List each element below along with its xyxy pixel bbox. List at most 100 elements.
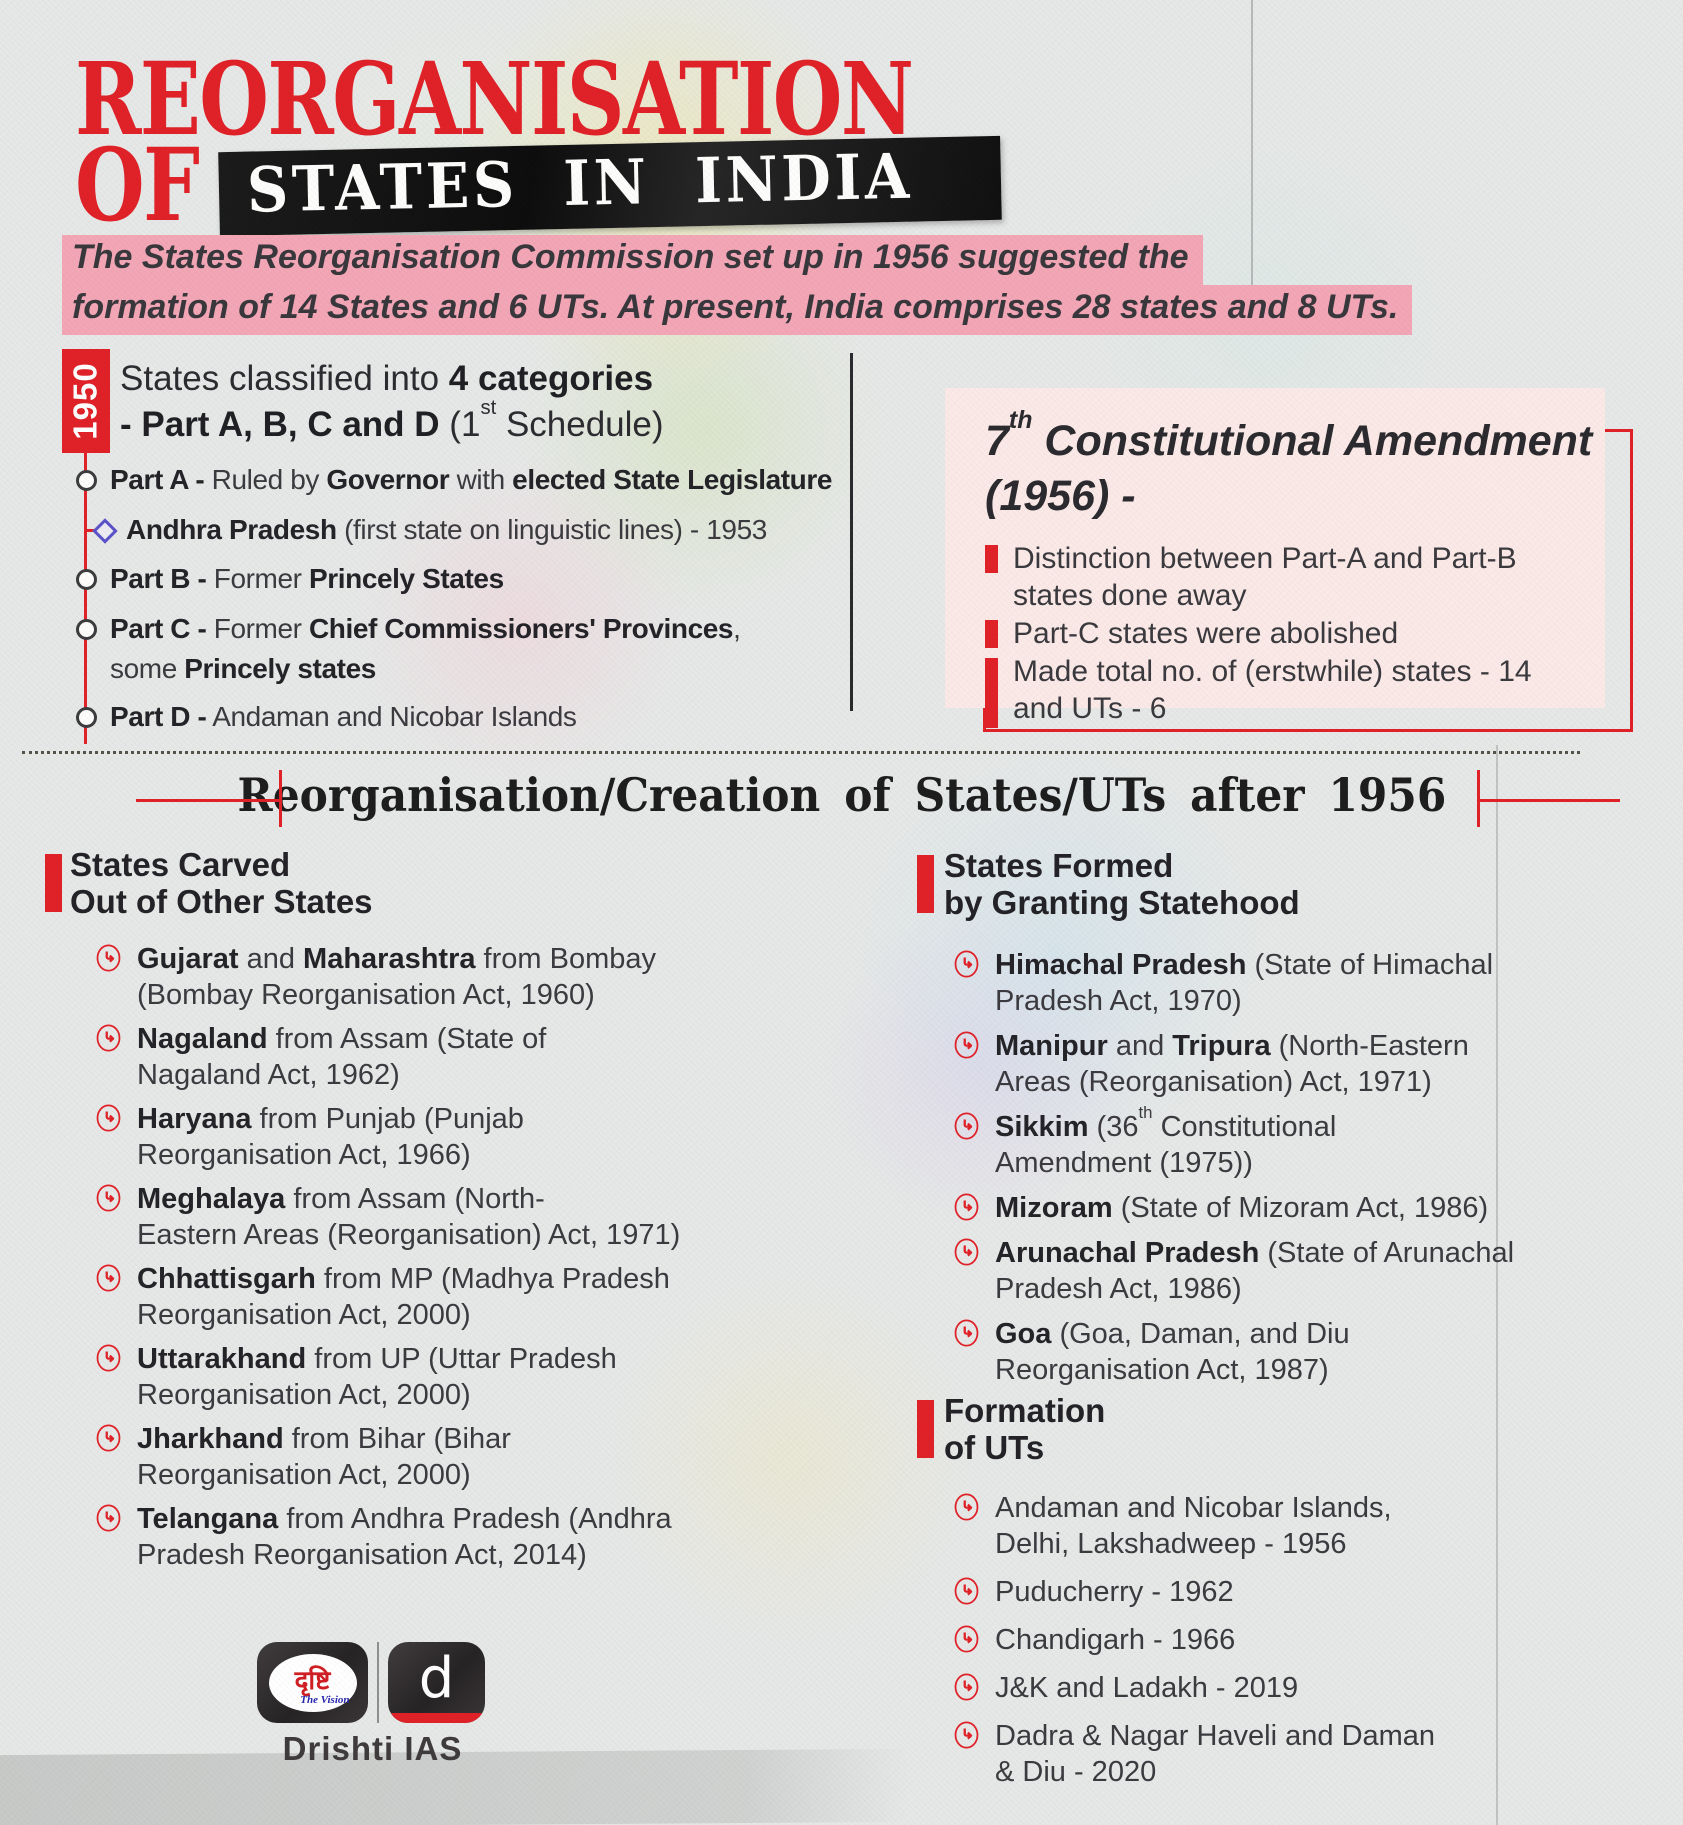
list-item: Part A - Ruled by Governor with elected … (70, 460, 850, 500)
logo-divider (377, 1642, 379, 1723)
granted-states-list: Himachal Pradesh (State of Himachal Prade… (954, 947, 1594, 1397)
amendment-title-line1: 7th Constitutional Amendment (985, 406, 1593, 465)
list-item: Arunachal Pradesh (State of Arunachal Pra… (954, 1235, 1594, 1307)
heading-decor-tick (1477, 770, 1480, 827)
circle-bullet-icon (76, 619, 97, 640)
curved-arrow-icon (954, 950, 979, 978)
list-item: Haryana from Punjab (Punjab Reorganisatio… (96, 1101, 736, 1173)
carved-states-header: States Carved Out of Other States (45, 846, 373, 920)
list-item: Dadra & Nagar Haveli and Daman & Diu - 20… (954, 1718, 1594, 1790)
list-item-text: Dadra & Nagar Haveli and Daman & Diu - 20… (995, 1720, 1436, 1788)
list-item: Jharkhand from Bihar (Bihar Reorganisatio… (96, 1421, 736, 1493)
paper-crease (1251, 0, 1253, 335)
drishti-d-letter: d (418, 1645, 455, 1711)
list-item-text: Made total no. of (erstwhile) states - 1… (1013, 655, 1532, 725)
year-1950-badge: 1950 (62, 349, 110, 453)
list-item-text: Arunachal Pradesh (State of Arunachal Pra… (995, 1237, 1515, 1305)
red-bar-icon (985, 620, 998, 648)
list-item-text: Puducherry - 1962 (995, 1576, 1234, 1608)
list-item: Chhattisgarh from MP (Madhya Pradesh Reor… (96, 1261, 736, 1333)
drishti-logo-ellipse: दृष्टि The Vision (268, 1653, 357, 1712)
carved-states-title: States Carved Out of Other States (70, 846, 373, 920)
era-heading-line2: - Part A, B, C and D (1st Schedule) (120, 397, 664, 444)
era-heading: States classified into 4 categories - Pa… (120, 356, 664, 448)
curved-arrow-icon (96, 1184, 121, 1212)
red-bar-icon (45, 854, 62, 912)
carved-title-line1: States Carved (70, 846, 291, 883)
poster-title-line1: REORGANISATION (75, 40, 914, 158)
curved-arrow-icon (96, 1504, 121, 1532)
heading-decor-line (136, 799, 280, 802)
list-item: Goa (Goa, Daman, and Diu Reorganisation A… (954, 1316, 1594, 1388)
list-item-text: Meghalaya from Assam (North- Eastern Area… (137, 1183, 681, 1251)
list-item: Meghalaya from Assam (North- Eastern Area… (96, 1181, 736, 1253)
paper-crease (1496, 745, 1498, 1825)
poster-title-line2: OF STATES IN INDIA (75, 126, 1002, 244)
list-item-text: Andhra Pradesh (first state on linguisti… (126, 514, 767, 545)
poster-title-of: OF (75, 126, 200, 244)
list-item-text: Part D - Andaman and Nicobar Islands (110, 701, 577, 732)
brand-name: Drishti IAS (282, 1730, 463, 1767)
timeline-line (84, 452, 87, 744)
list-item-text: Chandigarh - 1966 (995, 1624, 1236, 1656)
list-item: Distinction between Part-A and Part-B sta… (985, 540, 1605, 614)
list-item: Gujarat and Maharashtra from Bombay (Bomb… (96, 941, 736, 1013)
title-black-tape: STATES IN INDIA (218, 135, 1002, 236)
curved-arrow-icon (954, 1031, 979, 1059)
list-item-text: Part B - Former Princely States (110, 563, 504, 594)
list-item: Part B - Former Princely States (70, 559, 850, 599)
drishti-d-mark: d (388, 1642, 485, 1723)
curved-arrow-icon (96, 1024, 121, 1052)
granted-states-title: States Formed by Granting Statehood (944, 847, 1300, 921)
list-item-text: Part-C states were abolished (1013, 617, 1399, 650)
granted-states-header: States Formed by Granting Statehood (917, 847, 1300, 921)
list-item: Chandigarh - 1966 (954, 1622, 1594, 1658)
intro-paragraph: The States Reorganisation Commission set… (62, 235, 1413, 335)
list-item-text: Chhattisgarh from MP (Madhya Pradesh Reor… (137, 1263, 670, 1331)
list-item-text: Part A - Ruled by Governor with elected … (110, 464, 833, 495)
list-item-text: Distinction between Part-A and Part-B sta… (1013, 542, 1517, 612)
list-item-text: Mizoram (State of Mizoram Act, 1986) (995, 1192, 1489, 1224)
year-1950-label: 1950 (67, 362, 105, 440)
list-item: Mizoram (State of Mizoram Act, 1986) (954, 1190, 1594, 1226)
amendment-title-line2: (1956) - (985, 472, 1136, 520)
curved-arrow-icon (954, 1112, 979, 1140)
curved-arrow-icon (954, 1721, 979, 1749)
vertical-divider (850, 353, 853, 711)
carved-states-list: Gujarat and Maharashtra from Bombay (Bomb… (96, 941, 736, 1581)
uts-list: Andaman and Nicobar Islands, Delhi, Laksh… (954, 1490, 1594, 1802)
uts-title-line2: of UTs (944, 1429, 1045, 1466)
red-bar-icon (917, 855, 934, 913)
curved-arrow-icon (954, 1493, 979, 1521)
drishti-logo-mark: दृष्टि The Vision (257, 1642, 368, 1723)
list-item: Telangana from Andhra Pradesh (Andhra Pra… (96, 1501, 736, 1573)
list-item: Manipur and Tripura (North-Eastern Areas … (954, 1028, 1594, 1100)
circle-bullet-icon (76, 569, 97, 590)
list-item: Part-C states were abolished (985, 615, 1605, 652)
list-item: Part C - Former Chief Commissioners' Pro… (70, 609, 850, 689)
drishti-devanagari-text: दृष्टि (294, 1665, 331, 1696)
list-item: Nagaland from Assam (State of Nagaland Ac… (96, 1021, 736, 1093)
list-item: J&K and Ladakh - 2019 (954, 1670, 1594, 1706)
curved-arrow-icon (96, 1344, 121, 1372)
curved-arrow-icon (96, 1104, 121, 1132)
list-item-text: Telangana from Andhra Pradesh (Andhra Pra… (137, 1503, 672, 1571)
circle-bullet-icon (76, 707, 97, 728)
amendment-title: 7th Constitutional Amendment (1956) - (985, 406, 1605, 524)
granted-title-line2: by Granting Statehood (944, 884, 1300, 921)
list-item-text: Gujarat and Maharashtra from Bombay (Bomb… (137, 943, 656, 1011)
uts-header: Formation of UTs (917, 1392, 1105, 1466)
list-item: Made total no. of (erstwhile) states - 1… (985, 653, 1605, 728)
heading-decor-line (1480, 799, 1620, 802)
uts-title-line1: Formation (944, 1392, 1106, 1429)
section-heading-wrap: Reorganisation/Creation of States/UTs af… (0, 768, 1683, 822)
red-bar-icon (917, 1400, 934, 1458)
list-item: Part D - Andaman and Nicobar Islands (70, 697, 850, 737)
amendment-panel: 7th Constitutional Amendment (1956) - Di… (945, 388, 1605, 728)
poster-title-band-text: STATES IN INDIA (246, 139, 914, 227)
list-item-text: Nagaland from Assam (State of Nagaland Ac… (137, 1023, 547, 1091)
intro-line: The States Reorganisation Commission set… (62, 235, 1203, 285)
diamond-bullet-icon (92, 518, 118, 544)
list-item-text: Uttarakhand from UP (Uttar Pradesh Reorga… (137, 1343, 617, 1411)
